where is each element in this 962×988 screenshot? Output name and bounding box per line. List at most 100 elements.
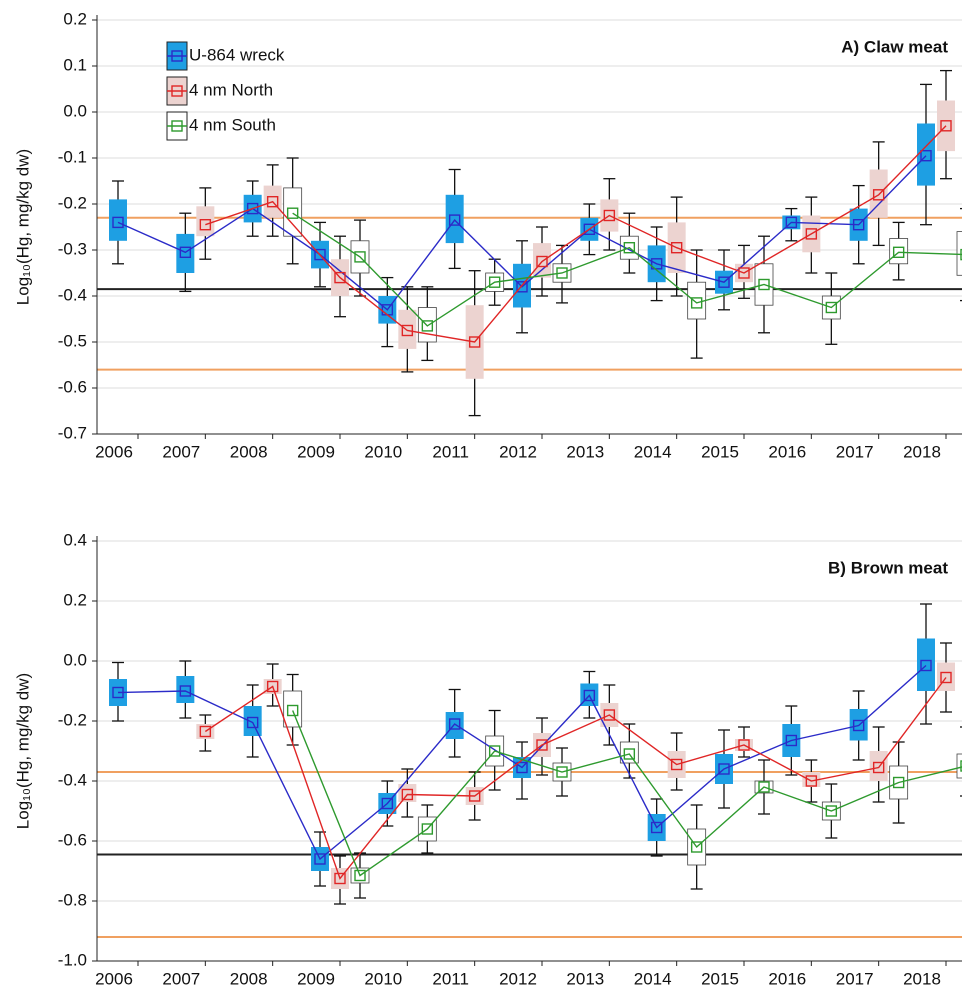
- point: [583, 223, 596, 236]
- point: [872, 761, 885, 774]
- x-tick-label: 2007: [162, 969, 200, 988]
- y-tick-label: -0.7: [58, 423, 87, 442]
- series-line: [292, 212, 962, 327]
- point: [758, 278, 770, 291]
- y-axis-label: Log₁₀(Hg, mg/kg dw): [13, 673, 32, 829]
- x-tick-label: 2011: [432, 442, 469, 461]
- point: [112, 216, 124, 229]
- series-line: [205, 125, 947, 343]
- point: [758, 781, 770, 793]
- point: [314, 853, 326, 865]
- point: [286, 207, 299, 219]
- y-tick-label: 0.1: [63, 55, 87, 74]
- point: [556, 766, 568, 778]
- legend-label: U-864 wreck: [189, 45, 285, 64]
- y-tick-label: 0.0: [63, 101, 87, 120]
- point: [314, 248, 326, 261]
- point: [488, 276, 501, 288]
- series-line: [117, 664, 927, 861]
- y-tick-label: -0.5: [58, 331, 87, 350]
- point: [892, 776, 905, 789]
- point: [421, 320, 434, 332]
- point: [650, 821, 663, 834]
- point: [805, 775, 818, 787]
- box: [917, 123, 935, 186]
- point: [718, 763, 730, 775]
- x-tick-label: 2010: [364, 969, 402, 988]
- box: [956, 753, 962, 779]
- y-tick-label: -0.6: [58, 377, 87, 396]
- y-tick-label: -0.4: [58, 770, 87, 789]
- point: [920, 659, 932, 672]
- box: [917, 638, 935, 691]
- x-tick-label: 2013: [566, 442, 604, 461]
- point: [266, 680, 279, 693]
- x-tick-label: 2015: [701, 442, 739, 461]
- box: [176, 676, 195, 703]
- point: [516, 761, 528, 774]
- point: [623, 241, 636, 254]
- point: [266, 195, 279, 208]
- x-tick-label: 2008: [230, 969, 268, 988]
- x-tick-label: 2010: [364, 442, 402, 461]
- legend-label: 4 nm South: [189, 115, 276, 134]
- x-tick-label: 2014: [634, 969, 672, 988]
- point: [354, 251, 366, 263]
- annotation: B) Brown meat: [828, 558, 948, 577]
- point: [852, 719, 865, 732]
- series-line: [292, 710, 962, 877]
- box: [417, 307, 437, 343]
- x-tick-label: 2013: [566, 969, 604, 988]
- point: [246, 716, 259, 729]
- box: [445, 712, 464, 739]
- point: [872, 189, 885, 201]
- point: [401, 324, 414, 337]
- x-tick-label: 2011: [432, 969, 469, 988]
- box: [445, 194, 464, 244]
- point: [334, 271, 346, 284]
- point: [448, 214, 461, 226]
- point: [825, 805, 838, 817]
- x-tick-label: 2006: [95, 969, 133, 988]
- x-tick-label: 2015: [701, 969, 739, 988]
- point: [940, 671, 952, 684]
- point: [286, 704, 299, 717]
- point: [536, 255, 548, 268]
- point: [199, 218, 212, 231]
- point: [650, 258, 663, 270]
- box: [176, 233, 195, 273]
- y-tick-label: -0.1: [58, 147, 87, 166]
- point: [448, 718, 461, 730]
- point: [516, 281, 528, 293]
- point: [940, 120, 952, 132]
- point: [179, 685, 192, 697]
- x-tick-label: 2009: [297, 969, 335, 988]
- x-tick-label: 2012: [499, 969, 537, 988]
- point: [825, 301, 838, 314]
- y-tick-label: 0.2: [63, 590, 87, 609]
- point: [603, 709, 616, 721]
- y-tick-label: -1.0: [58, 950, 87, 969]
- box: [533, 243, 551, 278]
- y-tick-label: -0.3: [58, 239, 87, 258]
- point: [852, 218, 865, 231]
- box: [869, 751, 888, 781]
- x-tick-label: 2018: [903, 442, 941, 461]
- point: [785, 216, 798, 229]
- x-tick-label: 2008: [230, 442, 268, 461]
- plot-area: [97, 540, 962, 961]
- point: [960, 248, 962, 261]
- y-tick-label: 0.0: [63, 650, 87, 669]
- point: [738, 739, 750, 751]
- point: [401, 788, 414, 801]
- point: [892, 246, 905, 259]
- point: [670, 241, 683, 254]
- box: [196, 206, 215, 237]
- point: [246, 202, 259, 215]
- x-tick-label: 2012: [499, 442, 537, 461]
- point: [960, 760, 962, 772]
- plot-area: [97, 19, 962, 434]
- box: [283, 187, 303, 237]
- box: [956, 231, 962, 276]
